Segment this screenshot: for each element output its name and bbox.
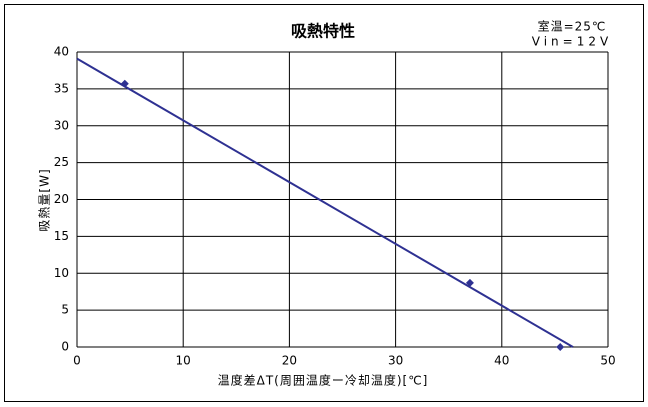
x-axis-label: 温度差ΔT(周囲温度ー冷却温度)[℃]	[218, 373, 429, 388]
y-axis-label: 吸熱量[W]	[38, 168, 52, 231]
fit-line	[76, 57, 574, 348]
y-tick-label: 15	[54, 229, 69, 243]
y-tick-label: 20	[54, 192, 69, 206]
annotation: 室温=25℃	[538, 19, 607, 34]
y-tick-label: 10	[54, 266, 69, 280]
x-tick-label: 50	[600, 354, 615, 368]
y-tick-label: 0	[61, 340, 69, 354]
y-tick-label: 30	[54, 118, 69, 132]
x-tick-label: 30	[388, 354, 403, 368]
y-tick-label: 35	[54, 81, 69, 95]
chart-title: 吸熱特性	[291, 22, 355, 41]
data-point	[120, 79, 129, 88]
y-tick-label: 25	[54, 155, 69, 169]
data-point	[556, 343, 565, 351]
x-tick-label: 40	[494, 354, 509, 368]
x-tick-label: 20	[282, 354, 297, 368]
x-tick-label: 0	[73, 354, 81, 368]
frame	[4, 4, 644, 402]
x-tick-label: 10	[176, 354, 191, 368]
annotation: Vin=12V	[532, 35, 612, 49]
y-tick-label: 5	[61, 303, 69, 317]
data-point	[465, 278, 474, 287]
y-tick-label: 40	[54, 45, 69, 59]
